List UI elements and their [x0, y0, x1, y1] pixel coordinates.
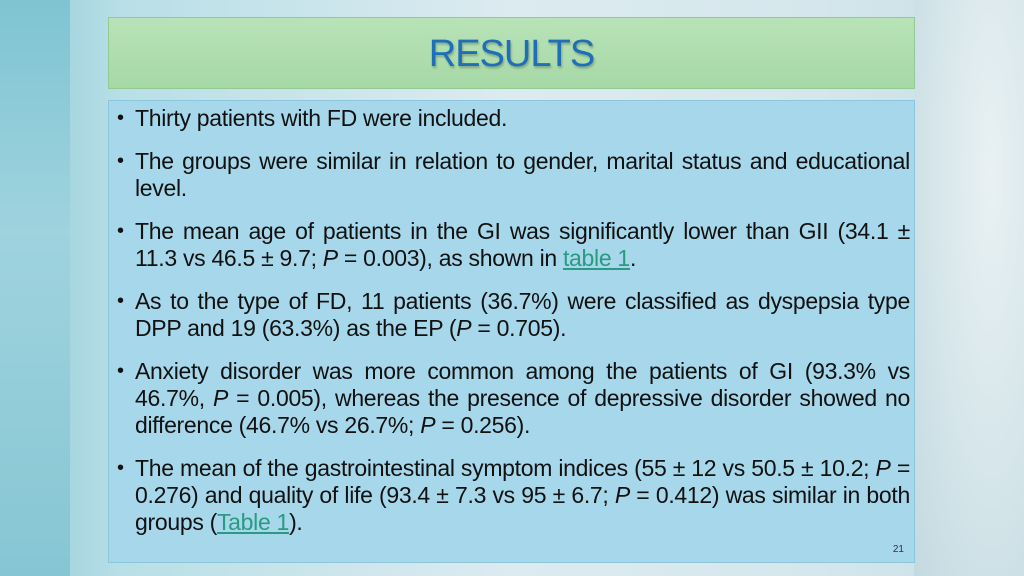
bullet-text: The mean of the gastrointestinal symptom… — [135, 455, 876, 481]
p-value-symbol: P — [322, 245, 338, 271]
bullet-item: • The groups were similar in relation to… — [115, 148, 910, 202]
bullet-item: • The mean of the gastrointestinal sympto… — [115, 455, 910, 536]
bullet-text: ). — [289, 509, 303, 535]
bullet-icon: • — [117, 150, 124, 172]
bullet-icon: • — [117, 107, 124, 129]
bullet-text: The mean age of patients in the GI was s… — [135, 218, 910, 271]
bullet-icon: • — [117, 220, 124, 242]
background-left-panel — [0, 0, 70, 576]
bullet-text: The groups were similar in relation to g… — [135, 148, 910, 201]
results-content-box: • Thirty patients with FD were included.… — [108, 100, 915, 563]
bullet-icon: • — [117, 360, 124, 382]
bullet-text: As to the type of FD, 11 patients (36.7%… — [135, 288, 910, 341]
bullet-text: = 0.003), as shown in — [337, 245, 563, 271]
bullet-text: = 0.256). — [435, 412, 531, 438]
bullet-item: • The mean age of patients in the GI was … — [115, 218, 910, 272]
bullet-text: Anxiety disorder was more common among t… — [135, 358, 910, 411]
p-value-symbol: P — [456, 315, 472, 341]
bullet-item: • Thirty patients with FD were included. — [115, 105, 910, 132]
bullet-list: • Thirty patients with FD were included.… — [115, 105, 910, 536]
p-value-symbol: P — [420, 412, 436, 438]
bullet-text: = 0.705). — [471, 315, 567, 341]
bullet-icon: • — [117, 290, 124, 312]
bullet-text: = 0.412) was similar in both groups ( — [135, 482, 910, 535]
page-number: 21 — [892, 544, 904, 555]
bullet-icon: • — [117, 457, 124, 479]
background-right-panel — [914, 0, 1024, 576]
p-value-symbol: P — [212, 385, 228, 411]
bullet-text: . — [629, 245, 637, 271]
bullet-item: • Anxiety disorder was more common among … — [115, 358, 910, 439]
table-1-link[interactable]: Table 1 — [216, 509, 290, 535]
title-banner: RESULTS — [108, 17, 915, 89]
bullet-item: • As to the type of FD, 11 patients (36.7… — [115, 288, 910, 342]
bullet-text: = 0.276) and quality of life (93.4 ± 7.3… — [135, 455, 910, 508]
slide-title: RESULTS — [428, 32, 595, 75]
table-1-link[interactable]: table 1 — [562, 245, 630, 271]
p-value-symbol: P — [875, 455, 891, 481]
bullet-text: = 0.005), whereas the presence of depres… — [135, 385, 910, 438]
p-value-symbol: P — [614, 482, 630, 508]
bullet-text: Thirty patients with FD were included. — [135, 105, 508, 131]
